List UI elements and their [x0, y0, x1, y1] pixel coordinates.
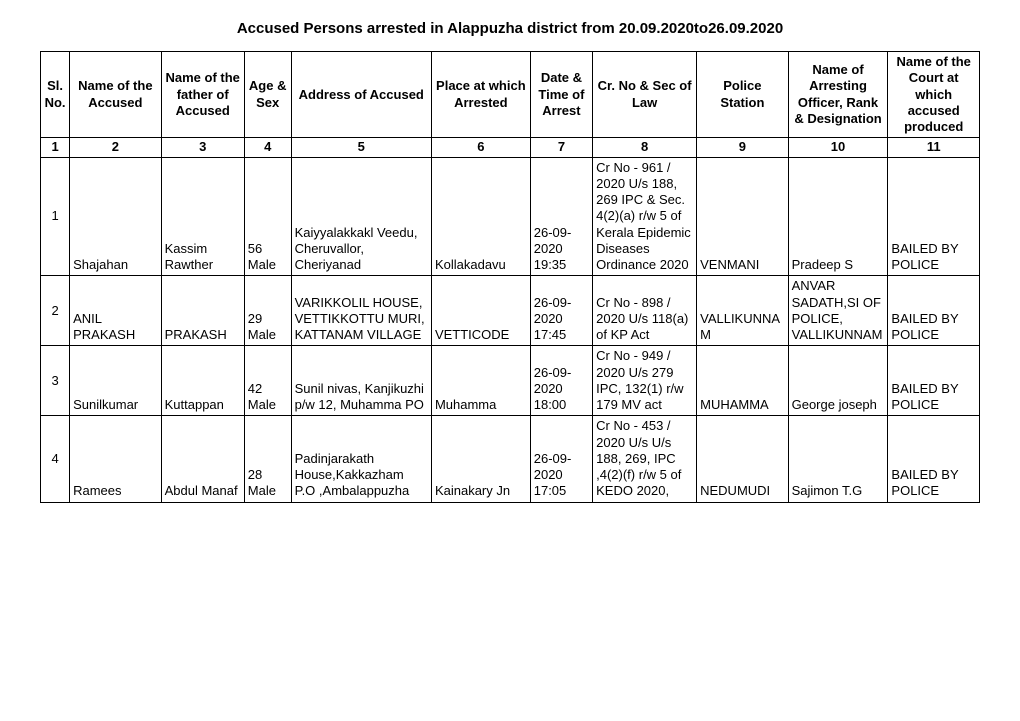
colnum: 7	[530, 138, 592, 157]
cell-age: 28 Male	[244, 416, 291, 502]
column-number-row: 1 2 3 4 5 6 7 8 9 10 11	[41, 138, 980, 157]
cell-cr: Cr No - 453 / 2020 U/s U/s 188, 269, IPC…	[593, 416, 697, 502]
col-header-cr: Cr. No & Sec of Law	[593, 52, 697, 138]
cell-age: 29 Male	[244, 276, 291, 346]
col-header-addr: Address of Accused	[291, 52, 431, 138]
cell-date: 26-09-2020 18:00	[530, 346, 592, 416]
cell-police: MUHAMMA	[697, 346, 789, 416]
cell-addr: Padinjarakath House,Kakkazham P.O ,Ambal…	[291, 416, 431, 502]
cell-court: BAILED BY POLICE	[888, 276, 980, 346]
table-row: 3SunilkumarKuttappan42 MaleSunil nivas, …	[41, 346, 980, 416]
col-header-name: Name of the Accused	[70, 52, 162, 138]
cell-sl: 4	[41, 416, 70, 502]
cell-place: Kainakary Jn	[431, 416, 530, 502]
cell-name: Ramees	[70, 416, 162, 502]
table-row: 2ANIL PRAKASHPRAKASH29 MaleVARIKKOLIL HO…	[41, 276, 980, 346]
cell-officer: ANVAR SADATH,SI OF POLICE, VALLIKUNNAM	[788, 276, 888, 346]
cell-cr: Cr No - 949 / 2020 U/s 279 IPC, 132(1) r…	[593, 346, 697, 416]
colnum: 6	[431, 138, 530, 157]
col-header-sl: Sl. No.	[41, 52, 70, 138]
cell-officer: Pradeep S	[788, 157, 888, 276]
cell-place: VETTICODE	[431, 276, 530, 346]
cell-police: NEDUMUDI	[697, 416, 789, 502]
cell-police: VALLIKUNNAM	[697, 276, 789, 346]
table-row: 1ShajahanKassim Rawther56 MaleKaiyyalakk…	[41, 157, 980, 276]
cell-name: Sunilkumar	[70, 346, 162, 416]
colnum: 8	[593, 138, 697, 157]
cell-addr: VARIKKOLIL HOUSE, VETTIKKOTTU MURI, KATT…	[291, 276, 431, 346]
colnum: 11	[888, 138, 980, 157]
colnum: 10	[788, 138, 888, 157]
cell-court: BAILED BY POLICE	[888, 346, 980, 416]
cell-date: 26-09-2020 17:45	[530, 276, 592, 346]
cell-father: Abdul Manaf	[161, 416, 244, 502]
colnum: 2	[70, 138, 162, 157]
col-header-court: Name of the Court at which accused produ…	[888, 52, 980, 138]
colnum: 5	[291, 138, 431, 157]
cell-father: PRAKASH	[161, 276, 244, 346]
cell-name: ANIL PRAKASH	[70, 276, 162, 346]
col-header-police: Police Station	[697, 52, 789, 138]
cell-father: Kassim Rawther	[161, 157, 244, 276]
cell-date: 26-09-2020 17:05	[530, 416, 592, 502]
cell-police: VENMANI	[697, 157, 789, 276]
cell-court: BAILED BY POLICE	[888, 157, 980, 276]
cell-officer: George joseph	[788, 346, 888, 416]
colnum: 3	[161, 138, 244, 157]
col-header-date: Date & Time of Arrest	[530, 52, 592, 138]
cell-name: Shajahan	[70, 157, 162, 276]
cell-addr: Kaiyyalakkakl Veedu, Cheruvallor, Cheriy…	[291, 157, 431, 276]
cell-sl: 1	[41, 157, 70, 276]
col-header-officer: Name of Arresting Officer, Rank & Design…	[788, 52, 888, 138]
colnum: 9	[697, 138, 789, 157]
colnum: 1	[41, 138, 70, 157]
cell-age: 42 Male	[244, 346, 291, 416]
col-header-age: Age & Sex	[244, 52, 291, 138]
arrests-table: Sl. No. Name of the Accused Name of the …	[40, 51, 980, 503]
cell-father: Kuttappan	[161, 346, 244, 416]
col-header-place: Place at which Arrested	[431, 52, 530, 138]
cell-cr: Cr No - 898 / 2020 U/s 118(a) of KP Act	[593, 276, 697, 346]
cell-addr: Sunil nivas, Kanjikuzhi p/w 12, Muhamma …	[291, 346, 431, 416]
cell-officer: Sajimon T.G	[788, 416, 888, 502]
cell-sl: 2	[41, 276, 70, 346]
colnum: 4	[244, 138, 291, 157]
header-row: Sl. No. Name of the Accused Name of the …	[41, 52, 980, 138]
cell-date: 26-09-2020 19:35	[530, 157, 592, 276]
cell-cr: Cr No - 961 / 2020 U/s 188, 269 IPC & Se…	[593, 157, 697, 276]
col-header-father: Name of the father of Accused	[161, 52, 244, 138]
cell-place: Kollakadavu	[431, 157, 530, 276]
page-title: Accused Persons arrested in Alappuzha di…	[40, 20, 980, 37]
cell-age: 56 Male	[244, 157, 291, 276]
cell-place: Muhamma	[431, 346, 530, 416]
cell-sl: 3	[41, 346, 70, 416]
cell-court: BAILED BY POLICE	[888, 416, 980, 502]
table-row: 4RameesAbdul Manaf28 MalePadinjarakath H…	[41, 416, 980, 502]
